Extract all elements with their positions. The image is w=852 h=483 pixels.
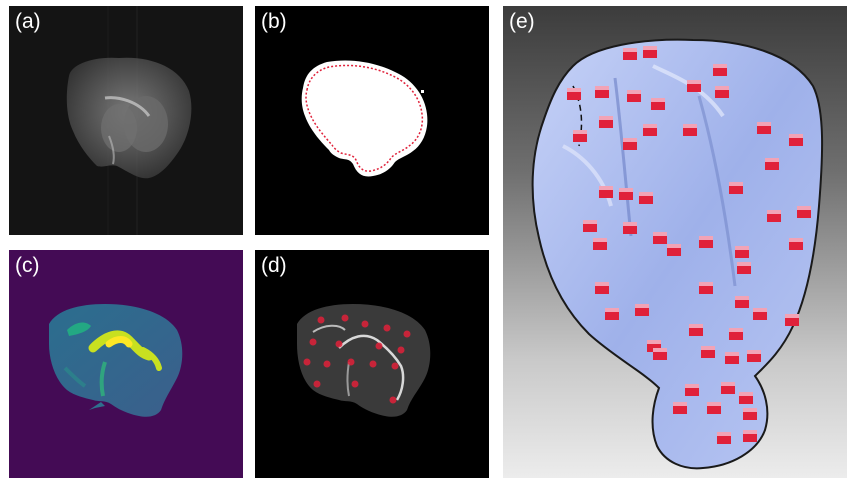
- cube: [683, 124, 697, 136]
- cube: [747, 350, 761, 362]
- marker: [313, 380, 321, 388]
- panel-b-image: [301, 60, 428, 177]
- cube: [635, 304, 649, 316]
- panel-d-label: (d): [261, 254, 287, 277]
- cube: [789, 238, 803, 250]
- cube: [619, 188, 633, 200]
- panel-d-image: [297, 304, 431, 417]
- panel-a-image: [66, 6, 192, 235]
- panel-a: (a): [9, 6, 243, 235]
- cube: [729, 182, 743, 194]
- cube: [593, 238, 607, 250]
- panel-c-label: (c): [15, 254, 40, 277]
- cube: [707, 402, 721, 414]
- panel-e-label: (e): [509, 10, 535, 33]
- cube: [653, 232, 667, 244]
- binary-mask: [301, 60, 428, 177]
- cube: [653, 348, 667, 360]
- mask-contour: [305, 64, 424, 172]
- cube: [667, 244, 681, 256]
- marker: [391, 362, 399, 370]
- marker: [317, 316, 325, 324]
- marker: [389, 396, 397, 404]
- cube: [789, 134, 803, 146]
- cube: [753, 308, 767, 320]
- panel-a-label: (a): [15, 10, 41, 33]
- cube: [713, 64, 727, 76]
- cube: [567, 88, 581, 100]
- cube: [605, 308, 619, 320]
- panel-e: (e): [503, 6, 847, 478]
- cube: [573, 130, 587, 142]
- cube: [767, 210, 781, 222]
- cube: [699, 282, 713, 294]
- heatmap-section: [49, 304, 183, 417]
- marker: [375, 342, 383, 350]
- marker: [369, 360, 377, 368]
- cube: [785, 314, 799, 326]
- cube: [737, 262, 751, 274]
- cube: [757, 122, 771, 134]
- marker: [335, 340, 343, 348]
- marker: [347, 358, 355, 366]
- cube: [701, 346, 715, 358]
- cube: [687, 80, 701, 92]
- cube: [651, 98, 665, 110]
- marker: [351, 380, 359, 388]
- panel-e-cubes: [567, 46, 811, 444]
- marker: [323, 360, 331, 368]
- cube: [643, 124, 657, 136]
- cube: [721, 382, 735, 394]
- marker: [383, 324, 391, 332]
- cube: [673, 402, 687, 414]
- marker: [341, 314, 349, 322]
- cube: [725, 352, 739, 364]
- cube: [599, 116, 613, 128]
- cube: [735, 246, 749, 258]
- panel-c-image: [49, 304, 183, 417]
- cube: [717, 432, 731, 444]
- cube: [699, 236, 713, 248]
- panel-b-label: (b): [261, 10, 287, 33]
- marker: [397, 346, 405, 354]
- cube: [729, 328, 743, 340]
- brain-section-d: [297, 304, 431, 417]
- panel-b: (b): [255, 6, 489, 235]
- cube: [765, 158, 779, 170]
- marker: [361, 320, 369, 328]
- cube: [599, 186, 613, 198]
- cube: [685, 384, 699, 396]
- marker: [403, 330, 411, 338]
- panel-c: (c): [9, 250, 243, 478]
- cube: [623, 222, 637, 234]
- cube: [739, 392, 753, 404]
- cube: [627, 90, 641, 102]
- marker: [303, 358, 311, 366]
- cube: [743, 408, 757, 420]
- cube: [715, 86, 729, 98]
- cube: [583, 220, 597, 232]
- cube: [743, 430, 757, 442]
- cube: [797, 206, 811, 218]
- cube: [623, 48, 637, 60]
- panel-e-image: [531, 38, 824, 470]
- panel-d-markers: [303, 314, 411, 404]
- panel-d: (d): [255, 250, 489, 478]
- cube: [689, 324, 703, 336]
- cube: [595, 282, 609, 294]
- cube: [623, 138, 637, 150]
- cube: [735, 296, 749, 308]
- cube: [595, 86, 609, 98]
- cube: [639, 192, 653, 204]
- marker: [309, 338, 317, 346]
- cube: [643, 46, 657, 58]
